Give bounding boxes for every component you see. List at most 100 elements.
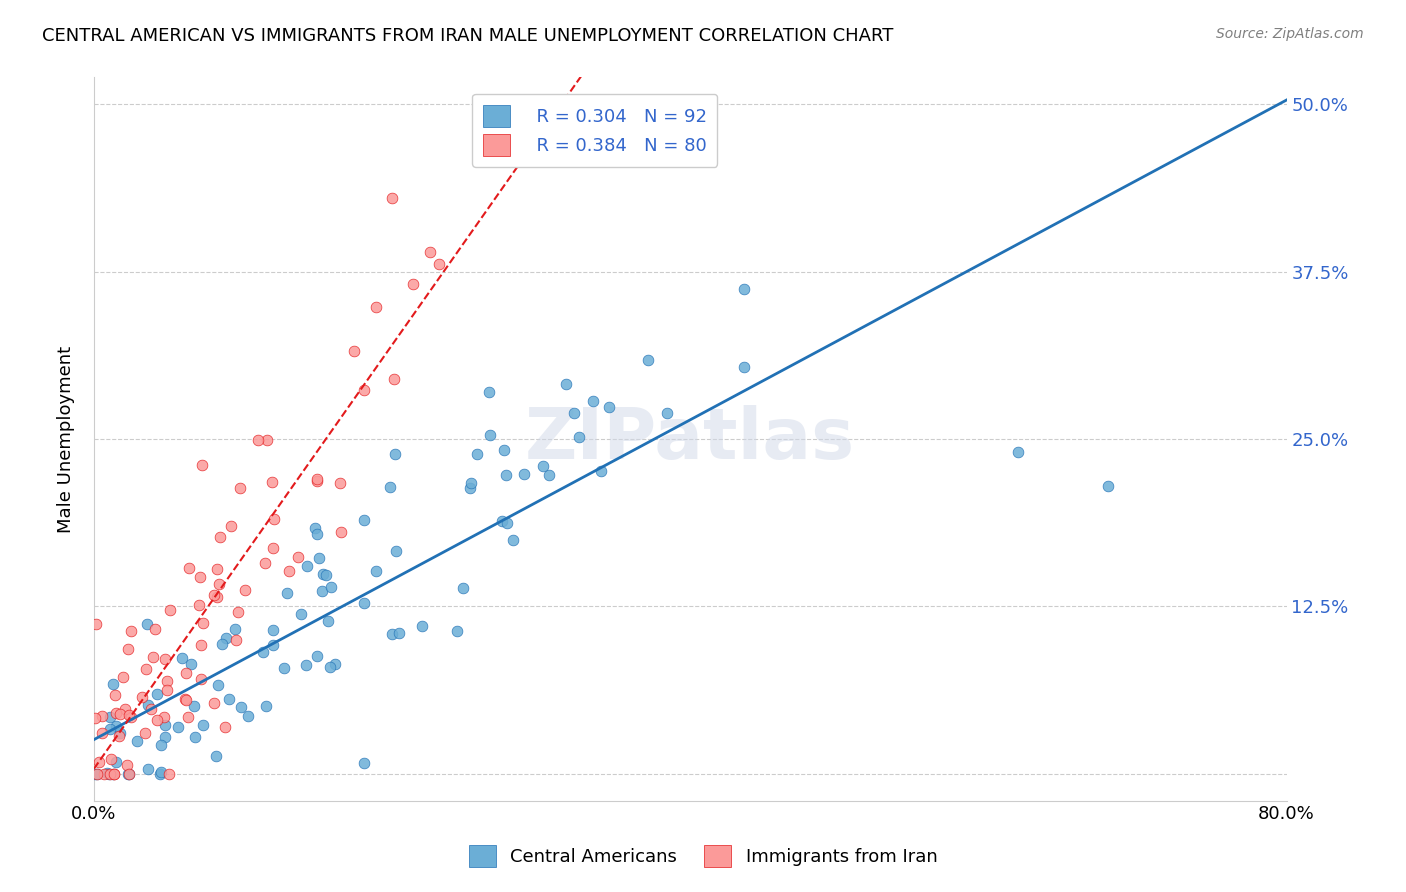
Central Americans [205, 748, 228, 763]
Legend:   R = 0.304   N = 92,   R = 0.384   N = 80: R = 0.304 N = 92, R = 0.384 N = 80 [472, 94, 717, 167]
Central Americans [207, 678, 229, 692]
Immigrants from Iran [177, 561, 200, 575]
Immigrants from Iran [307, 474, 329, 488]
Central Americans [211, 637, 233, 651]
Immigrants from Iran [174, 692, 197, 706]
Immigrants from Iran [141, 702, 163, 716]
Immigrants from Iran [103, 767, 125, 781]
Central Americans [149, 767, 172, 781]
Immigrants from Iran [91, 709, 114, 723]
Immigrants from Iran [233, 583, 256, 598]
Immigrants from Iran [159, 603, 181, 617]
Central Americans [479, 427, 502, 442]
Central Americans [733, 360, 755, 375]
Immigrants from Iran [86, 616, 108, 631]
Immigrants from Iran [118, 707, 141, 722]
Central Americans [118, 767, 141, 781]
Immigrants from Iran [305, 472, 328, 486]
Central Americans [86, 767, 108, 781]
Central Americans [98, 767, 121, 781]
Immigrants from Iran [134, 725, 156, 739]
Text: Source: ZipAtlas.com: Source: ZipAtlas.com [1216, 27, 1364, 41]
Immigrants from Iran [153, 710, 176, 724]
Immigrants from Iran [100, 752, 122, 766]
Text: CENTRAL AMERICAN VS IMMIGRANTS FROM IRAN MALE UNEMPLOYMENT CORRELATION CHART: CENTRAL AMERICAN VS IMMIGRANTS FROM IRAN… [42, 27, 894, 45]
Central Americans [167, 720, 190, 734]
Central Americans [276, 586, 298, 600]
Central Americans [381, 627, 404, 641]
Immigrants from Iran [226, 605, 249, 619]
Immigrants from Iran [329, 476, 352, 491]
Immigrants from Iran [156, 673, 179, 688]
Central Americans [290, 607, 312, 621]
Immigrants from Iran [229, 481, 252, 495]
Immigrants from Iran [135, 662, 157, 676]
Central Americans [598, 401, 620, 415]
Immigrants from Iran [287, 549, 309, 564]
Immigrants from Iran [191, 615, 214, 630]
Immigrants from Iran [256, 433, 278, 447]
Immigrants from Iran [541, 124, 564, 138]
Central Americans [295, 559, 318, 574]
Central Americans [312, 567, 335, 582]
Immigrants from Iran [174, 693, 197, 707]
Immigrants from Iran [343, 344, 366, 359]
Central Americans [458, 481, 481, 495]
Central Americans [153, 730, 176, 744]
Immigrants from Iran [188, 570, 211, 584]
Immigrants from Iran [247, 433, 270, 447]
Immigrants from Iran [208, 577, 231, 591]
Central Americans [238, 709, 260, 723]
Immigrants from Iran [353, 383, 375, 397]
Immigrants from Iran [108, 706, 131, 721]
Central Americans [388, 626, 411, 640]
Immigrants from Iran [117, 641, 139, 656]
Immigrants from Iran [202, 588, 225, 602]
Immigrants from Iran [120, 624, 142, 639]
Immigrants from Iran [111, 670, 134, 684]
Central Americans [149, 738, 172, 752]
Immigrants from Iran [120, 710, 142, 724]
Immigrants from Iran [364, 300, 387, 314]
Central Americans [295, 658, 318, 673]
Immigrants from Iran [142, 650, 165, 665]
Central Americans [733, 282, 755, 296]
Central Americans [304, 521, 326, 535]
Central Americans [353, 756, 375, 771]
Text: ZIPatlas: ZIPatlas [526, 405, 855, 474]
Central Americans [318, 660, 340, 674]
Central Americans [183, 699, 205, 714]
Central Americans [105, 755, 128, 769]
Central Americans [84, 767, 107, 781]
Immigrants from Iran [260, 475, 283, 489]
Immigrants from Iran [191, 458, 214, 472]
Central Americans [308, 550, 330, 565]
Immigrants from Iran [84, 711, 107, 725]
Immigrants from Iran [209, 530, 232, 544]
Immigrants from Iran [156, 682, 179, 697]
Central Americans [323, 657, 346, 672]
Immigrants from Iran [104, 706, 127, 721]
Immigrants from Iran [205, 590, 228, 604]
Central Americans [446, 624, 468, 638]
Central Americans [146, 687, 169, 701]
Immigrants from Iran [118, 767, 141, 781]
Central Americans [353, 596, 375, 610]
Central Americans [1097, 479, 1119, 493]
Central Americans [184, 730, 207, 744]
Immigrants from Iran [219, 519, 242, 533]
Central Americans [318, 614, 340, 628]
Immigrants from Iran [225, 632, 247, 647]
Central Americans [582, 394, 605, 409]
Immigrants from Iran [214, 720, 236, 734]
Immigrants from Iran [146, 713, 169, 727]
Immigrants from Iran [157, 767, 180, 781]
Immigrants from Iran [277, 564, 299, 578]
Central Americans [305, 527, 328, 541]
Central Americans [513, 467, 536, 481]
Central Americans [531, 459, 554, 474]
Central Americans [364, 564, 387, 578]
Central Americans [150, 765, 173, 780]
Central Americans [491, 514, 513, 528]
Immigrants from Iran [202, 697, 225, 711]
